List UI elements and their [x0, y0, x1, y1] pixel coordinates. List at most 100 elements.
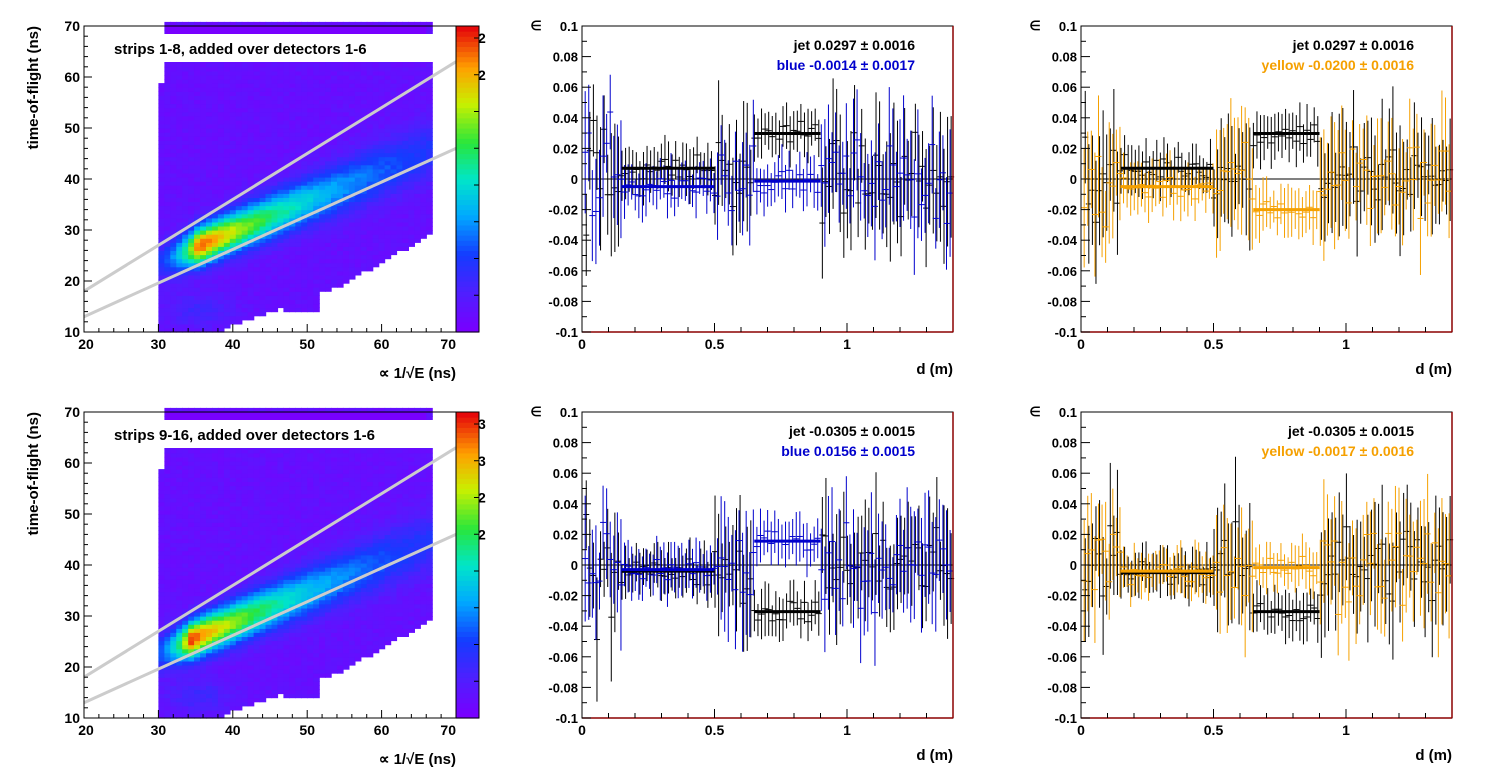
heatmap-cell	[248, 136, 255, 141]
heatmap-cell	[313, 193, 320, 198]
heatmap-cell	[236, 169, 243, 174]
heatmap-cell	[277, 234, 284, 239]
heatmap-cell	[200, 189, 207, 194]
heatmap-cell	[361, 136, 368, 141]
heatmap-cell	[248, 169, 255, 174]
heatmap-cell	[295, 210, 302, 215]
heatmap-cell	[182, 649, 189, 654]
heatmap-cell	[170, 469, 177, 474]
heatmap-cell	[367, 201, 374, 206]
heatmap-cell	[313, 181, 320, 186]
heatmap-cell	[248, 148, 255, 153]
heatmap-cell	[230, 177, 237, 182]
heatmap-cell	[194, 522, 201, 527]
heatmap-cell	[182, 571, 189, 576]
heatmap-cell	[254, 87, 261, 92]
heatmap-cell	[248, 144, 255, 149]
heatmap-cell	[319, 157, 326, 162]
heatmap-cell	[164, 498, 171, 503]
heatmap-cell	[230, 312, 237, 317]
heatmap-cell	[391, 124, 398, 129]
heatmap-cell	[272, 128, 279, 133]
heatmap-cell	[337, 153, 344, 158]
heatmap-cell	[164, 592, 171, 597]
heatmap-cell	[260, 112, 267, 117]
heatmap-cell	[283, 153, 290, 158]
heatmap-cell	[212, 148, 219, 153]
heatmap-cell	[248, 291, 255, 296]
heatmap-cell	[230, 222, 237, 227]
heatmap-cell	[164, 169, 171, 174]
heatmap-cell	[170, 608, 177, 613]
heatmap-cell	[391, 246, 398, 251]
heatmap-cell	[385, 206, 392, 211]
heatmap-cell	[236, 250, 243, 255]
heatmap-cell	[313, 83, 320, 88]
heatmap-cell	[379, 234, 386, 239]
heatmap-cell	[313, 185, 320, 190]
heatmap-cell	[242, 71, 249, 76]
heatmap-cell	[164, 587, 171, 592]
heatmap-cell	[260, 238, 267, 243]
heatmap-cell	[164, 710, 171, 715]
heatmap-cell	[158, 120, 165, 125]
heatmap-cell	[283, 210, 290, 215]
heatmap-cell	[158, 636, 165, 641]
heatmap-cell	[337, 206, 344, 211]
heatmap-cell	[194, 543, 201, 548]
heatmap-cell	[200, 71, 207, 76]
heatmap-cell	[194, 140, 201, 145]
heatmap-cell	[182, 628, 189, 633]
heatmap-cell	[283, 263, 290, 268]
heatmap-cell	[176, 287, 183, 292]
heatmap-cell	[224, 83, 231, 88]
heatmap-cell	[182, 83, 189, 88]
heatmap-cell	[176, 518, 183, 523]
heatmap-cell	[218, 242, 225, 247]
heatmap-cell	[367, 165, 374, 170]
heatmap-cell	[188, 641, 195, 646]
heatmap-cell	[242, 177, 249, 182]
heatmap-cell	[319, 255, 326, 260]
heatmap-cell	[212, 636, 219, 641]
heatmap-cell	[248, 112, 255, 117]
heatmap-cell	[176, 193, 183, 198]
heatmap-cell	[176, 165, 183, 170]
heatmap-cell	[164, 600, 171, 605]
heatmap-cell	[212, 104, 219, 109]
heatmap-cell	[301, 95, 308, 100]
heatmap-cell	[325, 246, 332, 251]
y-tick-label: -0.1	[1055, 325, 1077, 340]
heatmap-cell	[361, 153, 368, 158]
heatmap-cell	[218, 324, 225, 329]
heatmap-cell	[236, 112, 243, 117]
heatmap-cell	[236, 271, 243, 276]
heatmap-cell	[414, 112, 421, 117]
heatmap-cell	[283, 201, 290, 206]
heatmap-cell	[266, 165, 273, 170]
heatmap-cell	[319, 259, 326, 264]
heatmap-cell	[301, 279, 308, 284]
heatmap-cell	[313, 136, 320, 141]
heatmap-cell	[188, 518, 195, 523]
heatmap-cell	[283, 99, 290, 104]
heatmap-cell	[218, 279, 225, 284]
heatmap-cell	[158, 685, 165, 690]
heatmap-cell	[420, 230, 427, 235]
heatmap-cell	[182, 157, 189, 162]
heatmap-cell	[289, 242, 296, 247]
heatmap-cell	[313, 263, 320, 268]
heatmap-cell	[266, 193, 273, 198]
heatmap-cell	[254, 189, 261, 194]
heatmap-cell	[402, 234, 409, 239]
heatmap-cell	[337, 271, 344, 276]
heatmap-cell	[194, 449, 201, 454]
heatmap-cell	[176, 628, 183, 633]
heatmap-cell	[188, 677, 195, 682]
heatmap-cell	[158, 514, 165, 519]
heatmap-cell	[343, 222, 350, 227]
heatmap-cell	[206, 498, 213, 503]
heatmap-cell	[158, 87, 165, 92]
heatmap-cell	[408, 234, 415, 239]
heatmap-cell	[182, 275, 189, 280]
